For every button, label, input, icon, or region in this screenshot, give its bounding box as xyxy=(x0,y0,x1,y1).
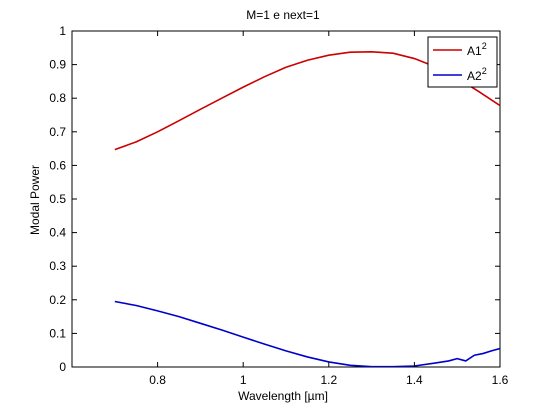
y-tick-label: 0.4 xyxy=(49,226,66,240)
y-tick-label: 0.5 xyxy=(49,192,66,206)
y-tick-label: 0.1 xyxy=(49,326,66,340)
x-tick-label: 1.6 xyxy=(492,373,509,387)
x-tick-label: 1.2 xyxy=(320,373,337,387)
y-tick-label: 0.6 xyxy=(49,158,66,172)
y-axis-label: Modal Power xyxy=(28,165,42,235)
y-tick-label: 0.9 xyxy=(49,58,66,72)
chart-title: M=1 e next=1 xyxy=(246,8,320,22)
y-tick-label: 0.7 xyxy=(49,125,66,139)
x-axis-label: Wavelength [µm] xyxy=(238,389,328,403)
y-tick-label: 1 xyxy=(59,24,66,38)
y-tick-label: 0.2 xyxy=(49,293,66,307)
legend-box xyxy=(427,36,498,88)
y-tick-label: 0.8 xyxy=(49,91,66,105)
x-tick-label: 0.8 xyxy=(149,373,166,387)
y-tick-label: 0 xyxy=(59,360,66,374)
plot-area: 0.8 1 1.2 1.4 1.6 0 0.1 0.2 0.3 0.4 0.5 0.6 0.7 0.8 0.… xyxy=(49,24,508,387)
y-tick-label: 0.3 xyxy=(49,259,66,273)
series-line-a2 xyxy=(114,300,500,367)
x-tick-label: 1 xyxy=(240,373,247,387)
x-tick-label: 1.4 xyxy=(406,373,423,387)
